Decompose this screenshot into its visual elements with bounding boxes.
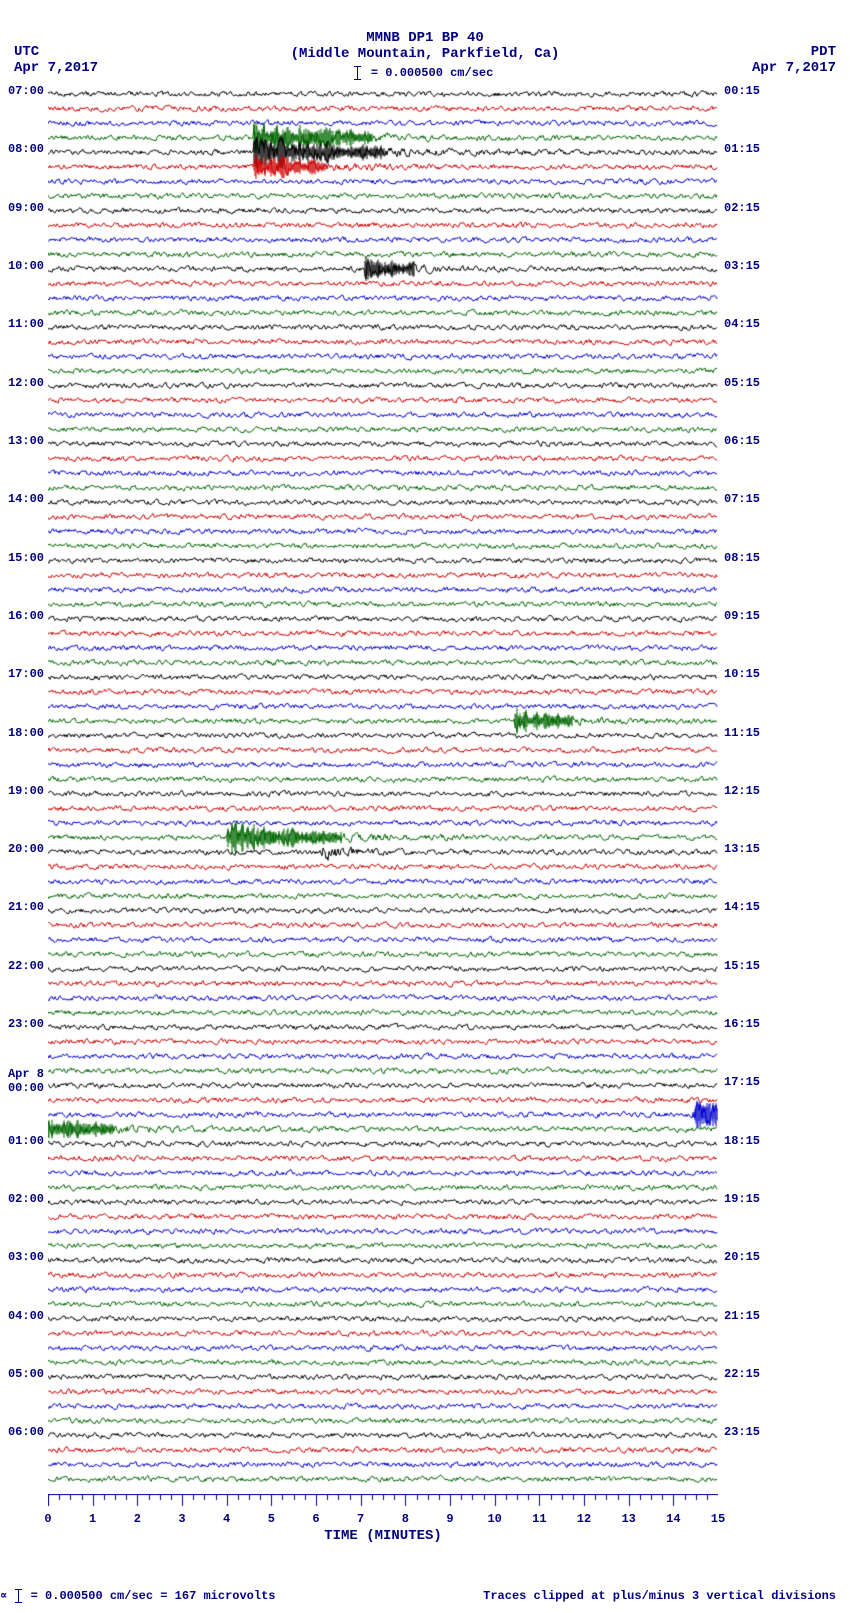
station-title: MMNB DP1 BP 40: [0, 30, 850, 46]
x-tick: 13: [621, 1512, 635, 1526]
pdt-hour-label: 05:15: [724, 376, 760, 390]
utc-hour-label: 03:00: [8, 1250, 44, 1264]
pdt-hour-label: 15:15: [724, 959, 760, 973]
x-axis-label: TIME (MINUTES): [48, 1528, 718, 1544]
tz-left-label: UTC: [14, 44, 98, 60]
x-tick: 11: [532, 1512, 546, 1526]
x-tick: 12: [577, 1512, 591, 1526]
scale-legend: = 0.000500 cm/sec: [0, 66, 850, 80]
pdt-hour-label: 22:15: [724, 1367, 760, 1381]
utc-hour-label: 05:00: [8, 1367, 44, 1381]
x-tick: 1: [89, 1512, 96, 1526]
utc-hour-label: 18:00: [8, 726, 44, 740]
pdt-hour-label: 19:15: [724, 1192, 760, 1206]
pdt-hour-label: 18:15: [724, 1134, 760, 1148]
footer-prop-symbol: ∝: [0, 1589, 7, 1603]
pdt-hour-label: 03:15: [724, 259, 760, 273]
footer-left: ∝ = 0.000500 cm/sec = 167 microvolts: [0, 1588, 275, 1603]
utc-hour-label: 16:00: [8, 609, 44, 623]
x-tick: 14: [666, 1512, 680, 1526]
footer-right: Traces clipped at plus/minus 3 vertical …: [483, 1589, 836, 1603]
pdt-hour-label: 14:15: [724, 900, 760, 914]
pdt-hour-label: 06:15: [724, 434, 760, 448]
pdt-hour-label: 23:15: [724, 1425, 760, 1439]
utc-hour-label: 01:00: [8, 1134, 44, 1148]
utc-hour-label: 13:00: [8, 434, 44, 448]
pdt-hour-label: 17:15: [724, 1075, 760, 1089]
x-tick: 7: [357, 1512, 364, 1526]
utc-hour-label: 19:00: [8, 784, 44, 798]
title-block: MMNB DP1 BP 40 (Middle Mountain, Parkfie…: [0, 30, 850, 62]
utc-hour-label: 11:00: [8, 317, 44, 331]
utc-hour-label: 06:00: [8, 1425, 44, 1439]
x-tick: 10: [487, 1512, 501, 1526]
scale-text: = 0.000500 cm/sec: [371, 66, 493, 80]
helicorder-page: MMNB DP1 BP 40 (Middle Mountain, Parkfie…: [0, 0, 850, 1613]
utc-hour-label: 23:00: [8, 1017, 44, 1031]
utc-hour-label: 22:00: [8, 959, 44, 973]
x-axis-ticks: [48, 1494, 718, 1510]
utc-hour-label: 20:00: [8, 842, 44, 856]
x-tick: 15: [711, 1512, 725, 1526]
pdt-hour-label: 02:15: [724, 201, 760, 215]
x-tick: 6: [312, 1512, 319, 1526]
scale-bar-icon: [357, 66, 358, 80]
utc-hour-label: 17:00: [8, 667, 44, 681]
pdt-hour-label: 04:15: [724, 317, 760, 331]
location-subtitle: (Middle Mountain, Parkfield, Ca): [0, 46, 850, 62]
x-tick: 8: [402, 1512, 409, 1526]
x-axis: 0123456789101112131415 TIME (MINUTES): [48, 1494, 718, 1544]
footer-left-text: = 0.000500 cm/sec = 167 microvolts: [31, 1589, 276, 1603]
x-tick: 2: [134, 1512, 141, 1526]
x-tick: 0: [44, 1512, 51, 1526]
pdt-hour-label: 12:15: [724, 784, 760, 798]
x-tick: 4: [223, 1512, 230, 1526]
x-tick: 9: [446, 1512, 453, 1526]
utc-hour-label: 02:00: [8, 1192, 44, 1206]
utc-hour-label: 12:00: [8, 376, 44, 390]
utc-hour-label: 15:00: [8, 551, 44, 565]
pdt-hour-label: 21:15: [724, 1309, 760, 1323]
pdt-hour-label: 20:15: [724, 1250, 760, 1264]
pdt-hour-label: 09:15: [724, 609, 760, 623]
pdt-hour-label: 01:15: [724, 142, 760, 156]
x-tick: 3: [178, 1512, 185, 1526]
utc-hour-labels: 07:0008:0009:0010:0011:0012:0013:0014:00…: [0, 90, 46, 1490]
footer-scale-bar-icon: [18, 1589, 19, 1603]
utc-hour-label: Apr 8 00:00: [8, 1067, 44, 1095]
utc-hour-label: 09:00: [8, 201, 44, 215]
pdt-hour-label: 07:15: [724, 492, 760, 506]
pdt-hour-label: 11:15: [724, 726, 760, 740]
x-tick: 5: [268, 1512, 275, 1526]
helicorder-chart: [48, 90, 718, 1490]
utc-hour-label: 07:00: [8, 84, 44, 98]
pdt-hour-label: 00:15: [724, 84, 760, 98]
utc-hour-label: 21:00: [8, 900, 44, 914]
pdt-hour-label: 16:15: [724, 1017, 760, 1031]
utc-hour-label: 04:00: [8, 1309, 44, 1323]
utc-hour-label: 08:00: [8, 142, 44, 156]
pdt-hour-labels: 00:1501:1502:1503:1504:1505:1506:1507:15…: [722, 90, 842, 1490]
utc-hour-label: 14:00: [8, 492, 44, 506]
utc-hour-label: 10:00: [8, 259, 44, 273]
pdt-hour-label: 13:15: [724, 842, 760, 856]
tz-right-label: PDT: [752, 44, 836, 60]
pdt-hour-label: 08:15: [724, 551, 760, 565]
pdt-hour-label: 10:15: [724, 667, 760, 681]
